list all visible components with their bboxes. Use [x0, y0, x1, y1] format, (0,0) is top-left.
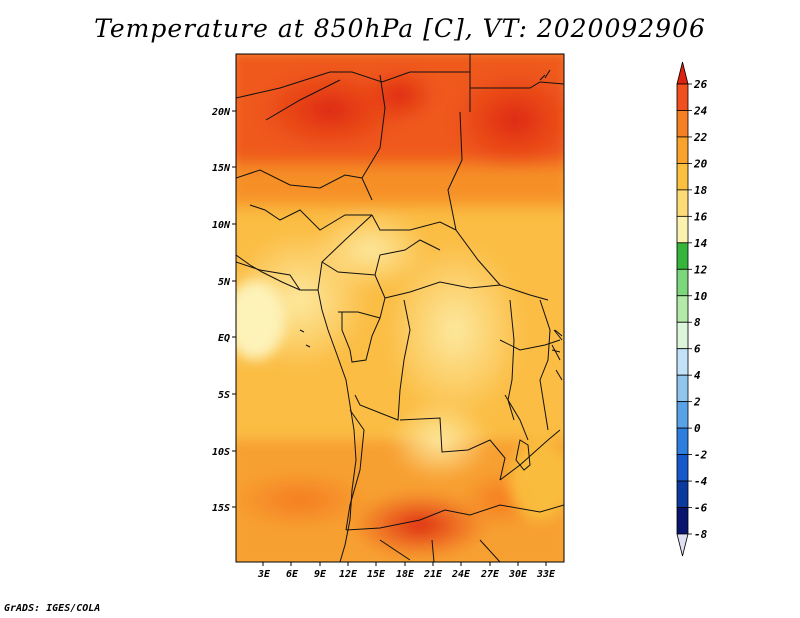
colorbar-box — [676, 136, 689, 164]
lon-label: 12E — [339, 569, 358, 580]
country-borders — [236, 54, 564, 562]
colorbar-label: 20 — [693, 157, 708, 170]
colorbar-label: 16 — [694, 210, 708, 223]
colorbar-box — [676, 427, 689, 455]
colorbar-label: 2 — [693, 396, 701, 409]
colorbar-label: 14 — [694, 237, 708, 250]
lat-label: 20N — [211, 107, 231, 118]
lat-label: EQ — [218, 333, 230, 344]
lat-label: 5N — [218, 277, 231, 288]
colorbar-box — [676, 268, 689, 297]
colorbar-label: 26 — [693, 78, 708, 91]
colorbar-box — [676, 480, 689, 508]
lon-label: 24E — [451, 569, 471, 580]
colorbar-label: 4 — [694, 369, 701, 382]
colorbar-box — [676, 321, 689, 350]
colorbar-box — [676, 507, 689, 535]
lon-label: 3E — [257, 569, 271, 580]
map-frame — [235, 53, 565, 563]
lon-label: 33E — [536, 569, 556, 580]
lon-label: 9E — [314, 569, 327, 580]
colorbar-box — [676, 189, 689, 217]
colorbar-box — [676, 242, 689, 270]
colorbar-box — [676, 454, 689, 482]
lon-axis-ticks — [262, 562, 547, 566]
lat-axis-labels: 20N 15N 10N 5N EQ 5S 10S 15S — [211, 107, 231, 514]
lon-label: 27E — [480, 569, 500, 580]
colorbar-label: 0 — [694, 422, 701, 435]
chart-title: Temperature at 850hPa [C], VT: 202009290… — [94, 14, 706, 43]
colorbar-label: -6 — [694, 502, 708, 515]
colorbar-box — [676, 348, 689, 376]
lat-label: 5S — [218, 390, 230, 401]
colorbar-box — [676, 215, 689, 244]
colorbar-box — [676, 374, 689, 403]
lat-axis-ticks — [232, 110, 236, 508]
colorbar-box — [676, 163, 689, 191]
colorbar-label: -2 — [694, 449, 708, 462]
colorbar-box — [676, 295, 689, 323]
lon-label: 15E — [367, 569, 386, 580]
lon-label: 21E — [423, 569, 443, 580]
colorbar-label: 18 — [694, 184, 708, 197]
colorbar-label: 10 — [694, 290, 708, 303]
colorbar-label: 6 — [694, 343, 701, 356]
footer-credit: GrADS: IGES/COLA — [4, 603, 101, 614]
lat-label: 10N — [212, 220, 231, 231]
colorbar-label: 8 — [694, 316, 701, 329]
colorbar-bottom-arrow — [676, 533, 689, 557]
colorbar-label: 22 — [693, 131, 708, 144]
colorbar-box — [676, 110, 689, 138]
colorbar-label: -4 — [694, 475, 708, 488]
colorbar-label: 24 — [693, 104, 708, 117]
colorbar-box — [676, 83, 689, 111]
colorbar-box — [676, 401, 689, 429]
lakes — [299, 69, 563, 471]
lat-label: 15S — [212, 503, 230, 514]
colorbar-top-arrow — [676, 61, 689, 85]
lat-label: 15N — [212, 163, 231, 174]
colorbar-label: -8 — [694, 528, 708, 541]
lon-axis-labels: 3E 6E 9E 12E 15E 18E 21E 24E 27E 30E 33E — [257, 569, 556, 580]
lon-label: 30E — [508, 569, 528, 580]
lon-label: 18E — [396, 569, 415, 580]
lon-label: 6E — [286, 569, 299, 580]
temperature-field — [236, 54, 564, 562]
colorbar-label: 12 — [694, 263, 708, 276]
lat-label: 10S — [212, 447, 230, 458]
